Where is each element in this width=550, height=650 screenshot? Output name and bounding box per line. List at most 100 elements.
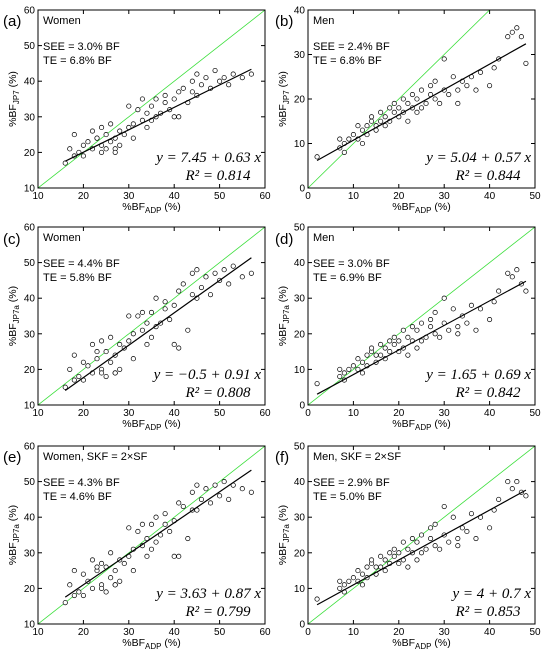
- data-point: [414, 345, 420, 351]
- y-tick-label: 20: [294, 95, 306, 106]
- data-point: [378, 109, 384, 115]
- regression-equation: y = 7.45 + 0.63 x: [154, 150, 261, 166]
- data-point: [391, 334, 397, 340]
- data-point: [135, 528, 141, 534]
- data-point: [194, 267, 200, 273]
- panel-e: 10 20 30 40 50 60 10 20 30 40 50 60 %BFADP (%) %BFJP7…: [3, 442, 271, 650]
- x-tick-label: 30: [123, 627, 135, 638]
- plot-area: [307, 9, 536, 189]
- data-point: [148, 334, 155, 340]
- data-point: [144, 110, 150, 116]
- data-point: [428, 525, 434, 531]
- data-point: [337, 585, 343, 591]
- x-tick-label: 50: [529, 191, 541, 202]
- data-point: [350, 575, 356, 581]
- x-tick-label: 30: [439, 408, 451, 419]
- x-tick-label: 10: [348, 191, 360, 202]
- data-point: [89, 128, 96, 134]
- data-point: [468, 511, 474, 517]
- x-tick-label: 40: [484, 191, 496, 202]
- data-point: [369, 118, 375, 124]
- data-point: [189, 78, 195, 84]
- data-point: [505, 479, 511, 485]
- data-point: [80, 142, 86, 148]
- regression-equation: y = 3.63 + 0.87 x: [154, 586, 261, 602]
- stat-see: SEE = 4.3% BF: [43, 477, 120, 489]
- data-point: [194, 71, 200, 77]
- panel-title: Women: [43, 232, 81, 244]
- data-point: [355, 356, 361, 362]
- data-point: [108, 334, 114, 340]
- data-point: [207, 292, 214, 298]
- regression-line: [64, 68, 252, 162]
- y-tick-label: 50: [24, 477, 36, 488]
- data-point: [121, 560, 127, 567]
- data-point: [248, 489, 254, 495]
- data-point: [167, 317, 173, 323]
- data-point: [378, 118, 384, 124]
- data-point: [180, 85, 186, 91]
- data-point: [314, 596, 320, 602]
- data-point: [423, 546, 429, 552]
- data-point: [418, 105, 425, 111]
- data-point: [359, 582, 366, 588]
- panel-title: Women: [43, 15, 81, 27]
- data-point: [89, 557, 96, 563]
- data-point: [432, 521, 438, 527]
- panel-label: (d): [275, 231, 293, 248]
- y-tick-label: 60: [24, 442, 36, 453]
- data-point: [180, 281, 186, 287]
- data-point: [85, 139, 91, 145]
- data-point: [99, 149, 105, 155]
- data-point: [491, 65, 497, 71]
- data-point: [67, 146, 73, 152]
- x-tick-label: 40: [484, 408, 496, 419]
- data-point: [221, 479, 227, 485]
- data-point: [144, 124, 150, 131]
- data-point: [103, 146, 109, 152]
- data-point: [162, 92, 168, 98]
- y-tick-label: 60: [24, 223, 36, 234]
- data-point: [103, 349, 109, 355]
- y-tick-label: 10: [24, 620, 36, 631]
- data-point: [67, 582, 73, 588]
- data-point: [509, 29, 515, 35]
- data-point: [71, 592, 77, 599]
- x-tick-label: 30: [123, 191, 135, 202]
- data-point: [221, 75, 227, 81]
- stat-te: TE = 5.0% BF: [313, 491, 382, 503]
- data-point: [432, 78, 438, 84]
- data-point: [414, 96, 420, 102]
- data-point: [162, 100, 168, 106]
- data-point: [171, 114, 177, 120]
- data-point: [477, 306, 484, 312]
- data-point: [423, 100, 429, 107]
- data-point: [162, 299, 168, 305]
- data-point: [221, 267, 227, 273]
- data-point: [130, 135, 136, 141]
- data-point: [99, 370, 105, 376]
- data-point: [148, 546, 155, 552]
- data-point: [189, 89, 195, 95]
- data-point: [409, 92, 415, 98]
- data-point: [71, 377, 77, 383]
- data-point: [473, 87, 479, 93]
- x-tick-label: 40: [169, 191, 181, 202]
- data-point: [414, 557, 420, 563]
- stat-see: SEE = 3.0% BF: [43, 41, 120, 53]
- x-tick-label: 50: [529, 408, 541, 419]
- regression-line: [64, 257, 252, 392]
- data-point: [189, 489, 195, 495]
- data-point: [487, 317, 493, 323]
- data-point: [94, 349, 100, 355]
- data-point: [387, 349, 393, 355]
- x-tick-label: 30: [439, 627, 451, 638]
- data-point: [337, 578, 343, 584]
- y-tick-label: 40: [24, 294, 36, 305]
- data-point: [382, 114, 388, 120]
- regression-equation: y = 4 + 0.7 x: [450, 586, 531, 602]
- data-point: [405, 100, 411, 107]
- data-point: [432, 309, 438, 315]
- data-point: [207, 500, 214, 506]
